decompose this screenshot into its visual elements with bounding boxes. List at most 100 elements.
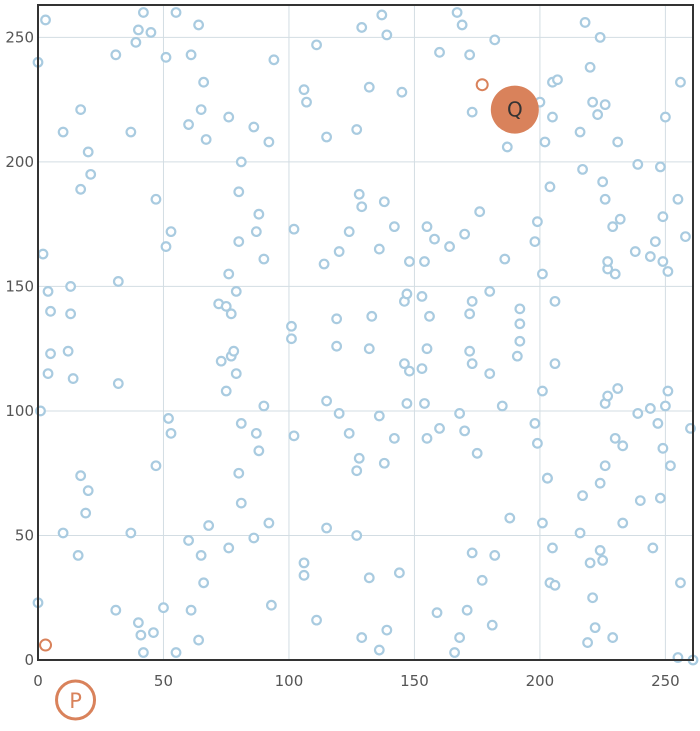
data-point (461, 604, 473, 616)
data-point (549, 358, 561, 370)
data-point (228, 345, 240, 357)
p-label-badge (55, 679, 97, 721)
data-point (318, 258, 330, 270)
data-point (42, 286, 54, 297)
data-point (419, 256, 430, 267)
data-point (82, 485, 94, 497)
data-point (250, 226, 262, 238)
data-point (42, 368, 54, 379)
data-point (476, 574, 488, 586)
data-point (363, 81, 375, 93)
data-point (579, 17, 591, 28)
x-axis-ticks: 0 50 100 150 200 250 (33, 672, 679, 690)
outside-markers: P (55, 679, 97, 721)
data-point (45, 305, 56, 317)
data-point (459, 228, 471, 240)
data-point (612, 136, 624, 148)
data-point (539, 136, 551, 148)
data-point (529, 418, 541, 429)
data-point (381, 624, 393, 636)
data-point (511, 350, 523, 362)
data-point (449, 647, 460, 658)
data-point (223, 542, 235, 554)
data-point (258, 253, 270, 265)
data-point (165, 427, 177, 439)
data-point (250, 427, 262, 439)
x-tick-label: 0 (33, 672, 43, 690)
data-point (614, 213, 626, 225)
data-point (223, 111, 235, 123)
data-point (248, 532, 260, 544)
data-point (662, 385, 674, 397)
data-point (421, 343, 433, 355)
data-point (657, 211, 669, 223)
data-point (363, 572, 375, 584)
x-tick-label: 50 (154, 672, 173, 690)
data-point (193, 634, 205, 646)
data-point (549, 295, 561, 307)
data-point (499, 253, 511, 265)
data-point (220, 385, 232, 397)
data-point (235, 418, 247, 429)
data-point (298, 557, 310, 569)
data-point (373, 243, 385, 255)
data-point (145, 26, 157, 38)
data-point (388, 432, 400, 444)
highlight-label-q: Q (507, 98, 523, 122)
data-point (537, 517, 548, 529)
data-point (662, 266, 674, 277)
data-point (321, 522, 333, 534)
data-point (215, 355, 227, 367)
data-point (311, 614, 322, 626)
data-point (577, 490, 588, 502)
data-point (652, 418, 664, 429)
data-point (434, 422, 445, 434)
data-point (286, 320, 297, 332)
data-point (263, 136, 275, 148)
data-point (617, 517, 629, 529)
data-point (597, 554, 609, 566)
data-point (125, 527, 137, 539)
data-point (265, 599, 277, 611)
data-point (587, 592, 599, 604)
data-point (363, 343, 375, 355)
data-point (253, 208, 265, 220)
data-point (617, 440, 629, 452)
data-point (351, 124, 363, 135)
data-point (72, 549, 84, 561)
data-point (110, 49, 122, 61)
data-point (311, 39, 322, 51)
data-point (529, 236, 541, 247)
data-point (331, 340, 343, 352)
data-point (489, 34, 501, 46)
data-point (396, 86, 408, 98)
data-point (544, 181, 556, 193)
data-point (419, 398, 430, 409)
data-point (353, 452, 365, 464)
data-point (607, 632, 619, 643)
y-tick-label: 200 (5, 153, 34, 171)
data-point (514, 335, 526, 347)
data-point (584, 61, 596, 73)
data-point (466, 358, 478, 370)
data-point (429, 233, 440, 245)
data-point (225, 308, 237, 320)
data-point (612, 383, 624, 394)
data-point (351, 530, 363, 541)
data-point (582, 637, 593, 648)
data-point (629, 246, 641, 257)
data-point (675, 76, 686, 88)
data-point (393, 567, 405, 579)
data-point (301, 96, 312, 108)
highlight-marker-p (39, 638, 53, 652)
data-point (388, 221, 400, 233)
data-point (112, 378, 124, 389)
data-point (592, 109, 604, 120)
data-point (401, 398, 413, 409)
data-point (456, 19, 468, 31)
data-point (135, 629, 147, 641)
data-point (235, 156, 247, 168)
data-point (343, 226, 355, 238)
data-point (594, 545, 606, 556)
